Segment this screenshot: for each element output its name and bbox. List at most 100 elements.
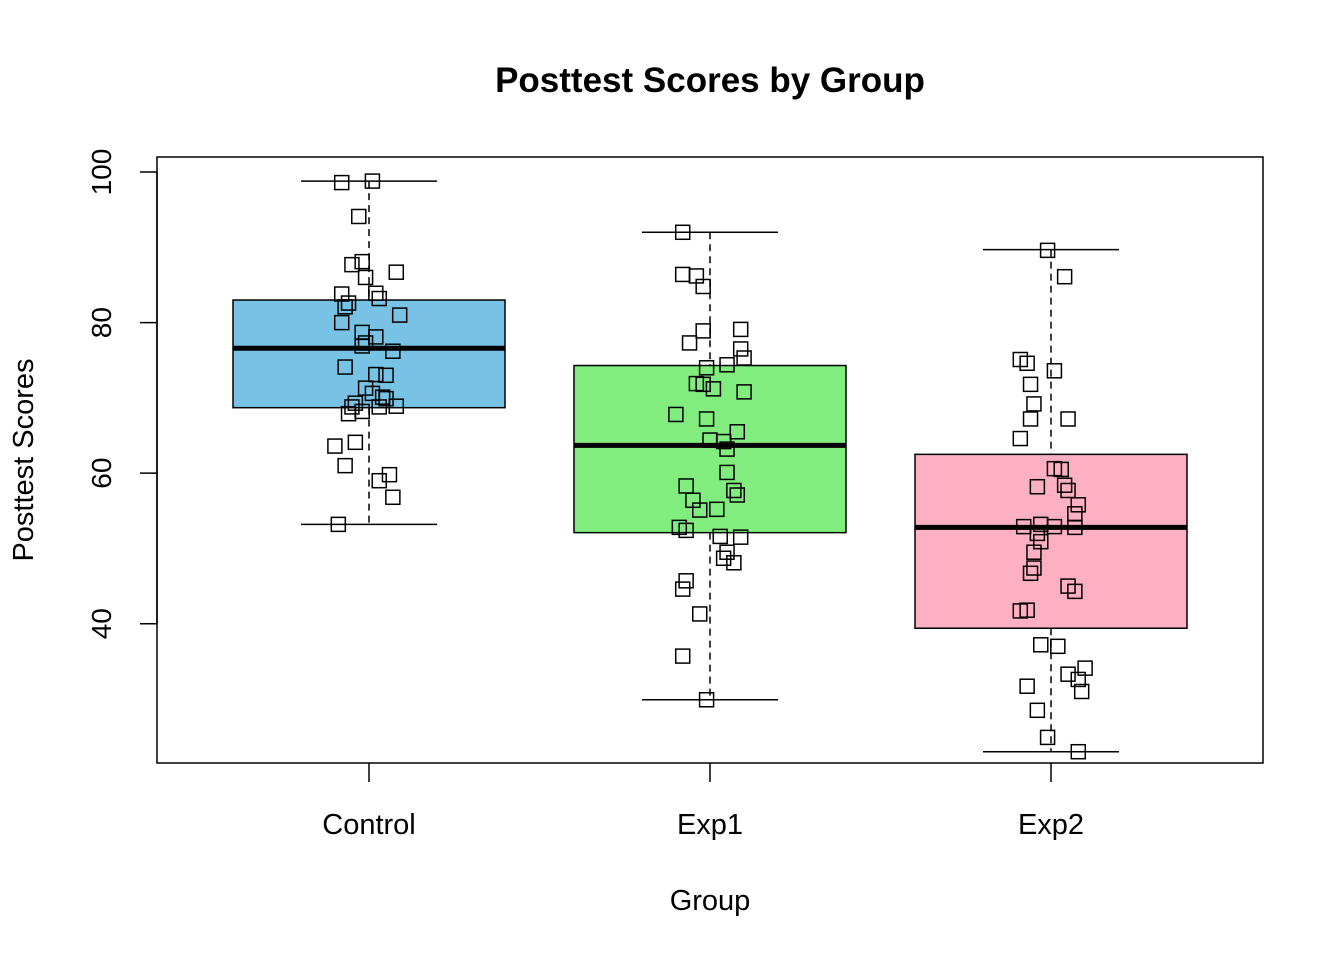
data-point-exp1-20 xyxy=(719,441,735,457)
data-point-exp2-9 xyxy=(1012,430,1029,447)
data-point-exp1-36 xyxy=(674,581,691,597)
data-point-control-24 xyxy=(374,389,391,405)
data-point-exp2-15 xyxy=(1070,497,1087,513)
data-point-exp2-33 xyxy=(1060,666,1076,682)
box-control xyxy=(232,299,506,409)
data-point-control-9 xyxy=(371,290,387,307)
data-point-control-20 xyxy=(368,366,384,383)
data-point-exp2-0 xyxy=(1039,242,1056,259)
data-point-exp2-1 xyxy=(1056,268,1073,285)
data-point-control-5 xyxy=(357,269,374,286)
data-point-exp2-39 xyxy=(1070,743,1087,760)
data-point-exp1-15 xyxy=(668,406,684,423)
chart-title: Posttest Scores by Group xyxy=(495,61,925,100)
data-point-exp1-21 xyxy=(719,464,735,481)
data-point-exp2-12 xyxy=(1056,477,1073,493)
y-axis-label: Posttest Scores xyxy=(8,358,40,561)
data-point-exp1-7 xyxy=(732,341,749,357)
data-point-exp2-36 xyxy=(1019,678,1035,694)
data-point-control-11 xyxy=(337,299,353,315)
data-point-control-36 xyxy=(371,472,387,489)
data-point-exp2-13 xyxy=(1029,478,1046,495)
data-point-control-18 xyxy=(385,343,401,359)
data-point-control-4 xyxy=(354,253,370,270)
data-point-control-16 xyxy=(357,335,374,351)
data-point-control-28 xyxy=(371,399,387,415)
data-point-exp1-9 xyxy=(719,357,735,373)
data-point-exp1-6 xyxy=(681,335,698,351)
data-point-exp2-3 xyxy=(1019,355,1035,372)
data-point-exp2-11 xyxy=(1053,461,1069,478)
data-point-exp1-39 xyxy=(698,692,715,708)
data-point-exp1-10 xyxy=(698,360,715,376)
data-point-control-6 xyxy=(388,264,405,280)
data-point-control-0 xyxy=(333,174,350,191)
data-point-exp2-20 xyxy=(1029,525,1046,542)
data-point-exp2-4 xyxy=(1046,363,1063,379)
data-point-exp2-31 xyxy=(1050,638,1066,655)
data-point-control-35 xyxy=(381,466,398,483)
data-point-exp2-7 xyxy=(1022,411,1039,427)
data-point-exp1-35 xyxy=(678,573,694,589)
data-point-control-38 xyxy=(330,516,347,533)
data-point-exp1-8 xyxy=(736,350,752,366)
x-axis-label: Group xyxy=(670,885,751,917)
data-point-exp2-24 xyxy=(1026,560,1042,576)
data-point-control-19 xyxy=(337,359,353,375)
data-point-exp2-21 xyxy=(1067,519,1083,536)
data-point-control-34 xyxy=(337,457,353,474)
data-point-exp1-37 xyxy=(692,606,708,622)
data-point-control-8 xyxy=(368,285,384,302)
data-point-control-1 xyxy=(364,173,381,189)
data-point-exp1-0 xyxy=(674,224,691,241)
data-point-control-33 xyxy=(347,434,364,451)
y-tick-label-40: 40 xyxy=(86,608,117,639)
data-point-exp2-14 xyxy=(1060,482,1076,499)
data-point-exp1-29 xyxy=(678,522,694,539)
data-point-exp1-1 xyxy=(674,266,691,283)
data-point-control-21 xyxy=(378,367,394,384)
data-point-control-13 xyxy=(333,314,350,331)
data-point-exp2-38 xyxy=(1039,729,1056,746)
data-point-exp1-4 xyxy=(732,321,749,338)
x-tick-label-control: Control xyxy=(322,809,416,841)
x-tick-label-exp2: Exp2 xyxy=(1018,809,1084,841)
data-point-control-3 xyxy=(344,256,360,273)
data-point-exp1-16 xyxy=(698,411,715,427)
data-point-exp2-29 xyxy=(1019,602,1035,618)
y-tick-label-80: 80 xyxy=(86,307,117,338)
data-point-control-2 xyxy=(351,208,367,225)
data-point-exp1-14 xyxy=(736,384,752,400)
data-point-exp1-12 xyxy=(695,376,711,393)
data-point-exp2-34 xyxy=(1070,671,1087,688)
data-point-control-10 xyxy=(340,295,357,311)
data-point-exp1-34 xyxy=(726,555,742,571)
data-point-control-31 xyxy=(340,405,357,422)
y-tick-label-100: 100 xyxy=(86,149,117,196)
data-point-exp2-37 xyxy=(1029,702,1046,719)
data-point-exp2-23 xyxy=(1026,544,1042,560)
data-point-exp2-8 xyxy=(1060,411,1076,427)
data-point-exp1-33 xyxy=(715,550,732,566)
data-point-control-17 xyxy=(354,338,370,354)
data-point-control-29 xyxy=(388,398,405,414)
box-exp2 xyxy=(914,453,1188,629)
plot-frame xyxy=(156,156,1264,764)
data-point-exp2-5 xyxy=(1022,376,1039,393)
data-point-exp1-3 xyxy=(695,278,711,295)
data-point-control-12 xyxy=(391,307,408,323)
y-tick-label-60: 60 xyxy=(86,458,117,489)
x-tick-label-exp1: Exp1 xyxy=(677,809,743,841)
data-point-exp1-30 xyxy=(712,528,728,545)
data-point-control-37 xyxy=(385,489,401,506)
data-point-exp2-25 xyxy=(1022,565,1039,582)
data-point-exp1-17 xyxy=(729,424,746,440)
data-point-exp1-38 xyxy=(674,648,691,664)
data-point-exp2-19 xyxy=(1046,518,1063,535)
data-point-control-32 xyxy=(327,438,343,454)
data-point-exp1-13 xyxy=(705,381,722,397)
data-point-exp1-5 xyxy=(695,323,711,339)
data-point-exp1-23 xyxy=(726,482,742,499)
plot-area: 40 60 80 100 Control Exp1 Exp2 xyxy=(86,149,1188,841)
